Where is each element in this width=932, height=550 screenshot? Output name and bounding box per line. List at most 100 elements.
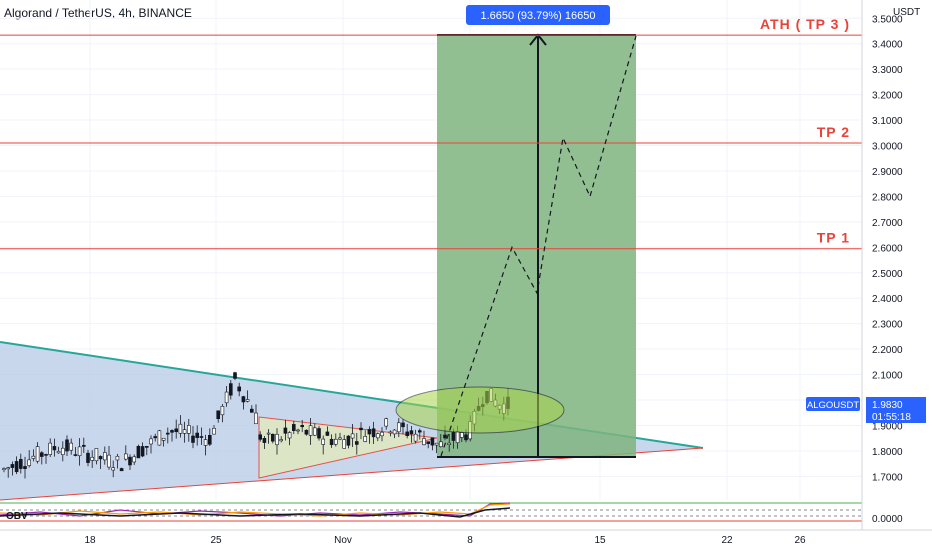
candle-body xyxy=(191,435,195,443)
candle-body xyxy=(86,452,90,463)
candle-body xyxy=(384,418,389,427)
candle-body xyxy=(275,433,279,446)
y-tick-label: 1.7000 xyxy=(872,472,903,483)
candle-body xyxy=(10,464,15,468)
candle-body xyxy=(258,434,263,440)
x-tick-label: 25 xyxy=(210,535,222,546)
candle-body xyxy=(325,431,330,436)
candle-body xyxy=(27,459,32,466)
candle-body xyxy=(245,399,250,402)
candle-body xyxy=(262,438,267,443)
candle-body xyxy=(241,396,246,403)
candle-body xyxy=(140,446,145,457)
candle-body xyxy=(321,438,326,445)
candle-body xyxy=(464,434,468,441)
candle-body xyxy=(371,428,376,438)
candle-body xyxy=(220,406,225,416)
candle-body xyxy=(329,438,334,446)
candle-body xyxy=(35,446,40,462)
y-tick-label: 3.4000 xyxy=(872,40,903,51)
x-tick-label: 15 xyxy=(594,535,606,546)
tp-label: TP 2 xyxy=(817,124,850,140)
candle-body xyxy=(145,445,149,448)
candle-body xyxy=(287,432,292,439)
candle-body xyxy=(354,441,359,445)
candle-body xyxy=(333,438,338,445)
y-tick-label: 2.2000 xyxy=(872,345,903,356)
candle-body xyxy=(392,429,397,435)
candle-body xyxy=(237,386,241,392)
candle-body xyxy=(455,431,460,444)
candle-body xyxy=(417,430,422,433)
candle-body xyxy=(44,454,48,456)
y-tick-label: 3.1000 xyxy=(872,116,903,127)
candle-body xyxy=(405,431,410,437)
y-tick-label: 3.5000 xyxy=(872,14,903,25)
countdown: 01:55:18 xyxy=(872,412,911,423)
x-tick-label: 26 xyxy=(794,535,806,546)
y-tick-label: 2.1000 xyxy=(872,371,903,382)
candle-body xyxy=(187,425,191,434)
candle-body xyxy=(266,432,271,435)
candle-body xyxy=(304,429,309,435)
y-tick-label: 3.2000 xyxy=(872,91,903,102)
candle-body xyxy=(90,456,94,461)
candle-body xyxy=(98,456,103,460)
candle-body xyxy=(178,423,183,434)
candle-body xyxy=(291,424,296,431)
candle-body xyxy=(124,453,128,460)
candle-body xyxy=(69,442,73,451)
candle-body xyxy=(300,424,305,428)
y-tick-label: 3.3000 xyxy=(872,65,903,76)
candle-body xyxy=(270,433,275,442)
candle-body xyxy=(229,383,233,396)
candle-body xyxy=(254,412,258,425)
candle-body xyxy=(48,442,53,455)
candle-body xyxy=(430,437,435,446)
obv-line-black xyxy=(0,507,511,518)
candle-body xyxy=(459,432,464,438)
candle-body xyxy=(451,432,456,441)
y-tick-label: 1.8000 xyxy=(872,447,903,458)
candle-body xyxy=(203,439,208,446)
x-tick-label: 8 xyxy=(467,535,473,546)
candle-body xyxy=(342,439,347,449)
candle-body xyxy=(443,434,447,439)
candle-body xyxy=(338,437,342,440)
candle-body xyxy=(312,427,317,436)
candle-body xyxy=(161,437,166,441)
indicator-tick: 0.0000 xyxy=(872,514,903,525)
candle-body xyxy=(296,429,300,432)
candle-body xyxy=(65,439,69,452)
candle-body xyxy=(52,446,57,451)
candle-body xyxy=(317,428,321,439)
candle-body xyxy=(170,430,174,433)
candle-body xyxy=(153,436,157,439)
candle-body xyxy=(82,444,86,447)
indicator-label: OBV xyxy=(6,511,28,522)
candle-body xyxy=(350,433,355,439)
candle-body xyxy=(103,452,107,461)
candle-body xyxy=(308,425,313,436)
candle-body xyxy=(438,441,443,447)
candle-body xyxy=(199,436,204,438)
ticker-badge[interactable]: ALGOUSDT 1.9830 01:55:18 xyxy=(806,397,926,423)
breakout-ellipse xyxy=(395,386,565,434)
tp-label: TP 1 xyxy=(817,230,850,246)
candle-body xyxy=(73,454,78,456)
y-tick-label: 2.6000 xyxy=(872,243,903,254)
candle-body xyxy=(422,438,426,446)
candle-body xyxy=(18,459,23,469)
projection-path xyxy=(440,35,637,457)
y-tick-label: 1.9000 xyxy=(872,421,903,432)
candle-body xyxy=(31,455,36,459)
y-tick-label: 2.9000 xyxy=(872,167,903,178)
y-tick-label: 2.4000 xyxy=(872,294,903,305)
candle-body xyxy=(375,433,380,439)
y-axis: 1.70001.80001.90002.00002.10002.20002.30… xyxy=(861,0,932,530)
candle-body xyxy=(388,431,393,434)
candle-body xyxy=(346,435,351,446)
y-tick-label: 2.8000 xyxy=(872,192,903,203)
candle-body xyxy=(359,427,363,431)
